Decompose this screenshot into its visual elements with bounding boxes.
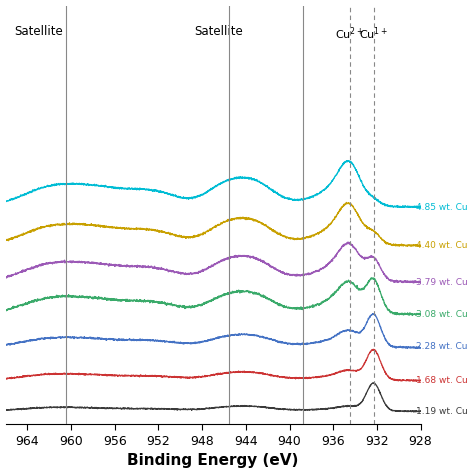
Text: 3.08 wt. Cu: 3.08 wt. Cu xyxy=(416,310,468,319)
Text: Satellite: Satellite xyxy=(14,25,63,38)
Text: 4.85 wt. Cu: 4.85 wt. Cu xyxy=(416,203,468,212)
Text: Satellite: Satellite xyxy=(194,25,243,38)
Text: 4.40 wt. Cu: 4.40 wt. Cu xyxy=(416,241,468,250)
Text: 3.79 wt. Cu: 3.79 wt. Cu xyxy=(416,278,468,287)
Text: 1.68 wt. Cu: 1.68 wt. Cu xyxy=(416,375,468,384)
X-axis label: Binding Energy (eV): Binding Energy (eV) xyxy=(128,454,299,468)
Text: 2.28 wt. Cu: 2.28 wt. Cu xyxy=(416,342,468,351)
Text: 1.19 wt. Cu: 1.19 wt. Cu xyxy=(416,407,468,416)
Text: Cu$^{2+}$: Cu$^{2+}$ xyxy=(335,25,364,42)
Text: Cu$^{1+}$: Cu$^{1+}$ xyxy=(359,25,388,42)
